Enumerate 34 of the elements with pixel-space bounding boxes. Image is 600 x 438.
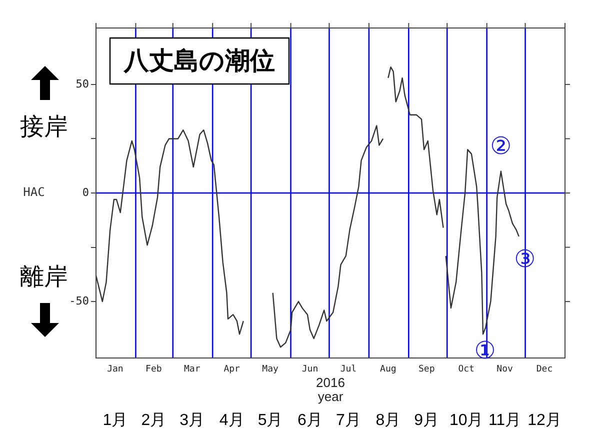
x2-tick-label: 2月 [141,412,166,430]
x2-tick-label: 11月 [488,412,522,430]
x2-tick-label: 12月 [528,412,562,430]
x2-tick-label: 5月 [258,412,283,430]
x-tick-label: May [262,364,279,375]
y-tick-label: -50 [69,294,89,308]
text: 2016 [316,375,345,390]
y-tick-label: 0 [82,186,89,199]
x2-tick-label: 1月 [102,412,128,430]
x2-tick-label: 7月 [336,412,361,430]
x-tick-label: Feb [146,364,162,375]
text: 接岸 [20,113,68,140]
x-tick-label: Dec [536,364,553,375]
annotation: ② [490,132,512,160]
x2-tick-label: 10月 [449,412,484,430]
y-axis-title: HAC [23,185,45,200]
text: 八丈島の潮位 [123,46,275,75]
x2-tick-label: 8月 [376,412,401,430]
x-tick-label: Mar [184,364,201,375]
x-tick-label: Jan [107,364,124,375]
x-tick-label: Aug [380,364,396,375]
x-axis-title: year [318,388,344,404]
x-tick-label: Apr [224,364,241,375]
x2-tick-label: 3月 [180,412,205,430]
x-tick-label: Jun [302,364,318,375]
x2-tick-label: 6月 [298,412,322,430]
text: 離岸 [20,263,68,290]
x-tick-label: Oct [458,364,474,375]
x-tick-label: Jul [340,364,357,375]
x2-tick-label: 4月 [219,412,244,430]
y-tick-label: 50 [76,77,89,90]
x-tick-label: Sep [418,364,435,375]
x2-tick-label: 9月 [414,412,440,430]
x-tick-label: Nov [496,364,513,375]
